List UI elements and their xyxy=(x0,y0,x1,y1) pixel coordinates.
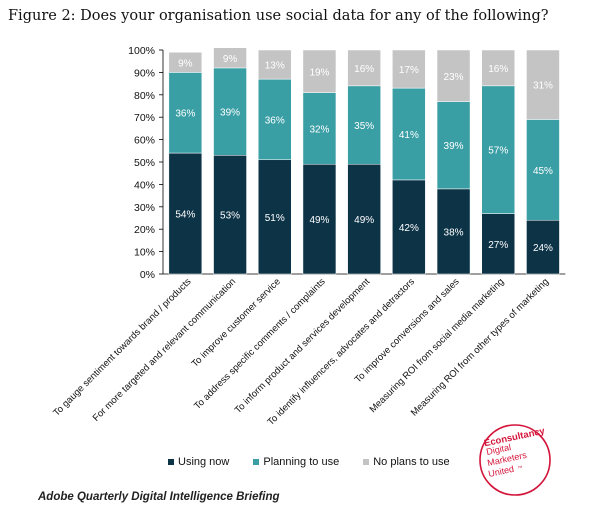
legend-swatch-using-now xyxy=(168,459,174,465)
bar-segment-planning-to-use xyxy=(392,87,426,181)
bar-segment-planning-to-use xyxy=(526,119,560,221)
bar-segment-no-plans-to-use xyxy=(392,49,426,89)
y-tick-label: 60% xyxy=(134,135,155,147)
bar-segment-using-now xyxy=(481,213,515,275)
bar-segment-planning-to-use xyxy=(347,85,381,165)
data-label-planning-to-use: 36% xyxy=(175,109,195,120)
data-label-planning-to-use: 39% xyxy=(220,108,240,119)
y-tick-label: 70% xyxy=(134,112,155,124)
data-label-using-now: 49% xyxy=(309,215,329,226)
bar-segment-planning-to-use xyxy=(302,92,337,165)
y-tick-label: 80% xyxy=(134,90,155,102)
data-label-no-plans-to-use: 9% xyxy=(223,54,238,65)
econsultancy-logo: Econsultancy Digital Marketers United ™ xyxy=(479,424,551,496)
chart-title: Figure 2: Does your organisation use soc… xyxy=(8,8,549,24)
data-label-planning-to-use: 36% xyxy=(265,115,285,126)
bar-segment-planning-to-use xyxy=(213,67,247,156)
legend-swatch-planning-to-use xyxy=(253,459,260,465)
data-label-planning-to-use: 32% xyxy=(309,124,329,135)
bar-segment-using-now xyxy=(347,163,381,275)
data-label-using-now: 27% xyxy=(488,240,508,251)
bar-segment-planning-to-use xyxy=(481,85,515,214)
y-tick-label: 30% xyxy=(134,202,155,214)
data-label-no-plans-to-use: 19% xyxy=(309,67,329,78)
legend-label-using-now: Using now xyxy=(178,456,230,468)
bar-segment-using-now xyxy=(213,155,247,275)
data-label-no-plans-to-use: 16% xyxy=(488,64,508,75)
legend-item-no-plans-to-use: No plans to use xyxy=(363,456,450,468)
legend-label-no-plans-to-use: No plans to use xyxy=(373,456,450,468)
footer-source: Adobe Quarterly Digital Intelligence Bri… xyxy=(38,491,280,503)
bar-segment-using-now xyxy=(526,219,560,275)
legend-swatch-no-plans-to-use xyxy=(363,459,370,465)
data-label-no-plans-to-use: 9% xyxy=(178,58,193,69)
bar-segment-no-plans-to-use xyxy=(526,49,560,120)
y-tick-label: 20% xyxy=(134,224,155,236)
y-tick-label: 40% xyxy=(134,179,155,191)
bar-segment-no-plans-to-use xyxy=(168,51,203,73)
bar-segment-planning-to-use xyxy=(168,72,203,154)
bar-segment-no-plans-to-use xyxy=(347,49,381,87)
bar-segment-no-plans-to-use xyxy=(436,49,471,102)
legend-item-using-now: Using now xyxy=(168,456,229,468)
bar-segment-using-now xyxy=(436,188,471,275)
y-tick-label: 10% xyxy=(134,247,155,259)
data-label-no-plans-to-use: 13% xyxy=(265,61,285,72)
data-label-using-now: 54% xyxy=(175,210,195,221)
x-category-label: To improve customer service xyxy=(190,276,283,369)
y-tick-label: 0% xyxy=(140,269,155,281)
data-label-no-plans-to-use: 16% xyxy=(354,64,374,75)
data-label-no-plans-to-use: 23% xyxy=(444,72,464,83)
y-tick-label: 100% xyxy=(128,45,155,57)
bar-segment-no-plans-to-use xyxy=(213,47,247,69)
data-label-using-now: 53% xyxy=(220,211,240,222)
data-label-planning-to-use: 39% xyxy=(444,141,464,152)
legend: Using now Planning to use No plans to us… xyxy=(168,456,450,468)
data-label-planning-to-use: 41% xyxy=(399,130,419,141)
bar-segment-no-plans-to-use xyxy=(258,49,292,80)
data-label-planning-to-use: 57% xyxy=(488,146,508,157)
data-label-planning-to-use: 35% xyxy=(354,121,374,132)
data-label-using-now: 49% xyxy=(354,215,374,226)
data-label-planning-to-use: 45% xyxy=(533,166,553,177)
bar-segment-using-now xyxy=(168,152,203,275)
data-label-using-now: 38% xyxy=(444,227,464,238)
bar-segment-no-plans-to-use xyxy=(481,49,515,87)
legend-label-planning-to-use: Planning to use xyxy=(263,456,340,468)
logo-text-tm: ™ xyxy=(517,465,523,472)
data-label-no-plans-to-use: 31% xyxy=(533,81,553,92)
bar-segment-planning-to-use xyxy=(258,78,292,161)
bar-segment-using-now xyxy=(302,163,337,275)
data-label-using-now: 42% xyxy=(399,223,419,234)
data-label-no-plans-to-use: 17% xyxy=(399,65,419,76)
y-tick-label: 50% xyxy=(134,157,155,169)
legend-item-planning-to-use: Planning to use xyxy=(253,456,339,468)
y-tick-label: 90% xyxy=(134,67,155,79)
data-label-using-now: 51% xyxy=(265,213,285,224)
data-label-using-now: 24% xyxy=(533,243,553,254)
bar-segment-no-plans-to-use xyxy=(302,49,337,93)
